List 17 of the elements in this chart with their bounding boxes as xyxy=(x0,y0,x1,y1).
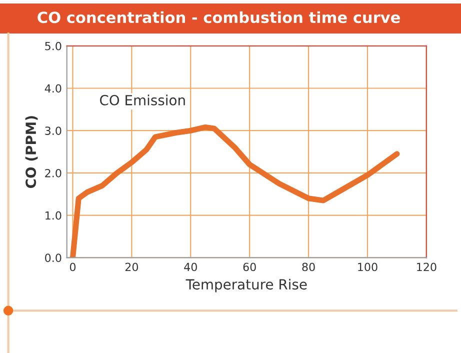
y-tick-label: 3.0 xyxy=(45,126,62,135)
x-tick-label: 80 xyxy=(302,262,315,272)
y-tick-label: 4.0 xyxy=(44,84,62,93)
x-axis-title: Temperature Rise xyxy=(186,278,307,292)
y-tick-label: 5.0 xyxy=(45,42,62,50)
x-tick-label: 100 xyxy=(358,262,378,272)
x-tick-label: 0 xyxy=(70,262,76,272)
x-tick-label: 40 xyxy=(184,262,197,272)
y-tick-label: 0.0 xyxy=(45,254,62,262)
x-tick-label: 60 xyxy=(243,262,256,272)
x-tick-label: 120 xyxy=(417,262,436,272)
y-tick-label: 1.0 xyxy=(46,211,62,220)
series-label: CO Emission xyxy=(100,94,185,106)
y-tick-label: 2.0 xyxy=(45,168,62,178)
y-axis-title: CO (PPM) xyxy=(25,116,38,188)
chart-title: CO concentration - combustion time curve xyxy=(38,11,400,24)
x-tick-label: 20 xyxy=(125,262,138,272)
